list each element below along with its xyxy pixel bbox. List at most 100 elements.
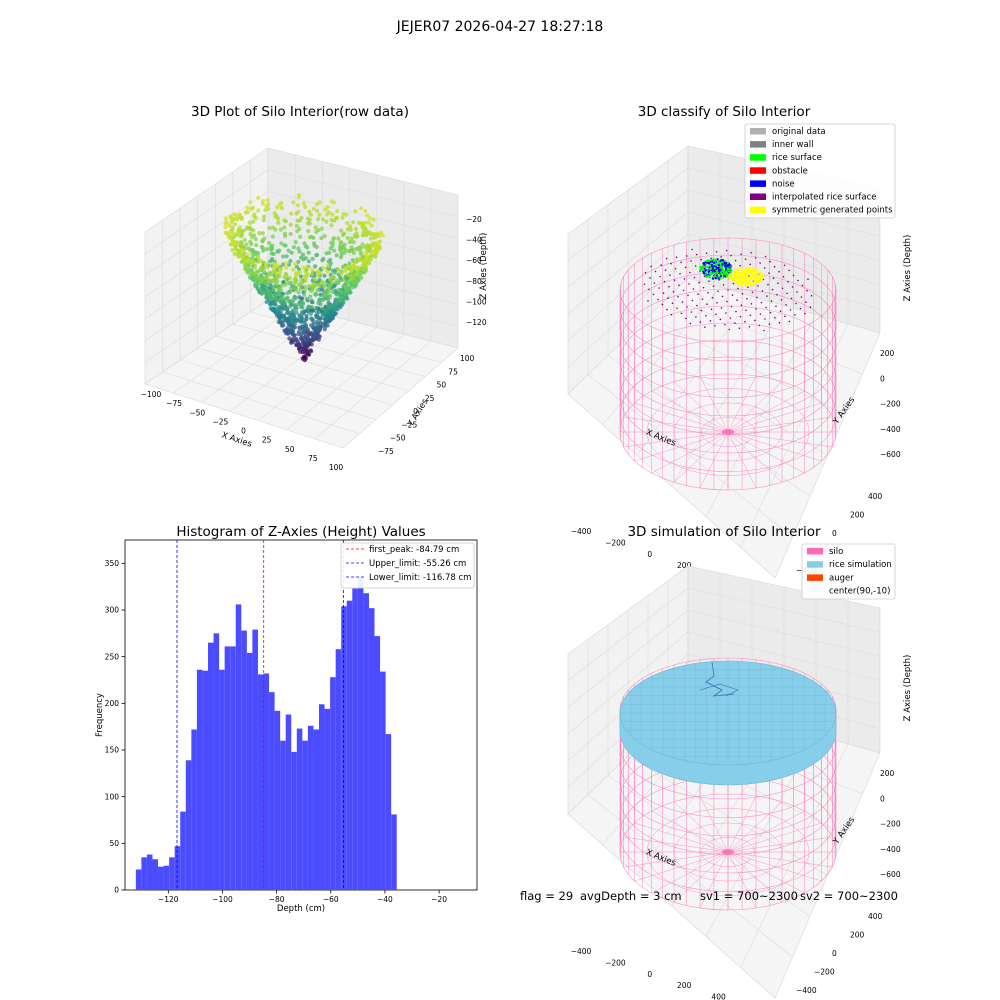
point-cloud-point [299,310,305,315]
panel4-y-ticks: −400 −200 0 200 400 [796,912,883,995]
point-cloud-point [373,254,378,259]
interpolated-point [735,310,737,313]
panel1-x-axis-label: X Axies [220,430,253,449]
panel2-x-tick: −200 [605,538,626,547]
point-cloud-point [317,200,322,205]
point-cloud-point [308,294,313,299]
point-cloud-point [248,258,253,263]
point-cloud-point [292,285,297,290]
point-cloud-point [306,259,311,264]
interpolated-point [700,309,703,312]
histogram-bar [291,751,297,890]
rice-surface-point [723,273,726,276]
legend-swatch [807,574,823,581]
grid-line [215,335,409,392]
interpolated-point [779,310,782,313]
interpolated-point [689,322,692,325]
interpolated-point [696,304,698,307]
point-cloud-point [309,332,314,337]
rice-surface-point [711,260,714,263]
point-cloud-point [360,242,365,247]
symmetric-point [756,277,759,280]
point-cloud-point [256,255,261,260]
panel4-title: 3D simulation of Silo Interior [627,524,821,540]
point-cloud-point [253,237,258,242]
point-cloud-point [246,246,251,251]
point-cloud-point [347,239,352,244]
point-cloud-point [345,235,350,241]
point-cloud-point [264,204,269,209]
point-cloud-point [339,228,344,233]
histogram-bars [135,577,397,890]
panel1-z-tick: −60 [466,256,482,265]
interpolated-point [795,302,797,305]
point-cloud-point [284,311,289,316]
symmetric-point [736,279,739,283]
point-cloud-point [292,333,297,338]
point-cloud-point [296,209,301,214]
symmetric-point [749,268,753,271]
grid-line [257,327,377,421]
interpolated-point [666,308,668,311]
panel1-y-tick: 100 [460,354,475,363]
histogram-bar [174,846,181,890]
interpolated-point [728,328,731,331]
rice-surface-point [708,263,712,267]
point-cloud-point [295,203,301,208]
point-cloud-point [230,227,235,232]
rice-surface-point [724,271,727,274]
point-cloud-point [254,243,259,248]
panel2-z-tick: 0 [880,374,885,383]
interpolated-point [799,307,802,310]
point-cloud-point [367,230,372,235]
rice-surface-point [712,271,715,275]
grid-line [229,320,350,412]
point-cloud-point [279,283,284,288]
point-cloud-point [255,286,260,291]
point-cloud-point [302,241,307,246]
histogram-bar [274,710,281,890]
interpolated-point [801,284,804,287]
interpolated-point [729,317,732,319]
point-cloud-point [362,260,367,265]
grid-line [232,323,426,377]
point-cloud-point [238,243,243,248]
silo-floor-ring [700,417,756,447]
point-cloud-point [270,234,275,239]
point-cloud-point [244,258,249,263]
point-cloud-point [345,221,350,226]
interpolated-point [712,285,715,288]
interpolated-point [737,287,739,290]
point-cloud-point [309,323,314,328]
interpolated-point [702,286,705,289]
rice-surface-point [722,276,725,279]
symmetric-point [752,274,755,277]
interpolated-point [649,277,651,279]
panel3-title: Histogram of Z-Axies (Height) Values [176,524,425,540]
point-cloud-point [248,232,253,237]
symmetric-point [729,272,732,276]
histogram-bar [135,869,142,890]
point-cloud-point [279,206,284,211]
point-cloud-point [293,303,298,308]
point-cloud-point [301,201,306,206]
point-cloud-point [330,314,335,320]
interpolated-point [800,296,803,298]
interpolated-point [770,300,773,302]
panel1-z-ticks: −20 −40 −60 −80 −100 −120 [466,215,487,327]
point-cloud-point [287,315,292,320]
interpolated-point [760,301,763,304]
point-cloud-point [284,254,289,259]
point-cloud-point [322,284,327,289]
histogram-y-ticks: 0 50 100 150 200 250 300 350 [105,559,125,895]
point-cloud-point [342,250,347,255]
histogram-bar [324,708,331,890]
point-cloud-point [329,217,334,223]
panel1-title: 3D Plot of Silo Interior(row data) [191,104,409,120]
symmetric-point [728,277,731,280]
point-cloud-point [293,296,298,301]
symmetric-point [742,275,745,278]
rice-surface-point [702,265,705,268]
interpolated-point [797,279,799,282]
interpolated-point [772,277,775,279]
